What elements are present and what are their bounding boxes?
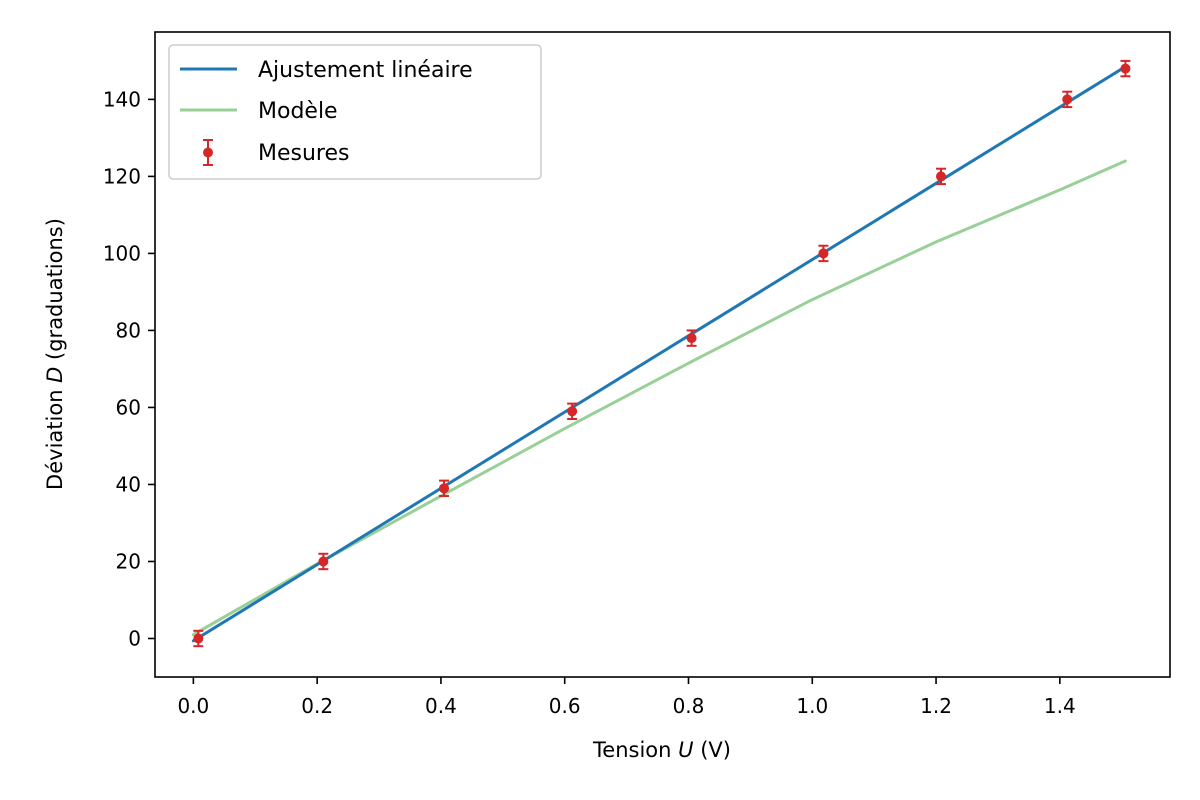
x-tick-label: 0.8 (673, 694, 705, 718)
y-axis-title: Déviation D (graduations) (43, 218, 67, 490)
x-axis-title: Tension U (V) (592, 738, 731, 762)
x-axis: 0.0 0.2 0.4 0.6 0.8 1.0 1.2 1.4 (177, 677, 1076, 718)
legend-label-measures: Mesures (258, 141, 349, 166)
legend-box (168, 44, 542, 180)
y-tick-label: 60 (116, 395, 141, 419)
y-tick-label: 140 (103, 87, 141, 111)
data-point-marker (1120, 63, 1131, 74)
x-axis-title-symbol: U (678, 738, 693, 762)
y-axis: 0 20 40 60 80 100 120 140 (103, 87, 155, 650)
measurement-point (567, 402, 578, 420)
plot-frame (154, 31, 1171, 678)
series-line-fit (191, 65, 1127, 643)
y-axis-title-prefix: Déviation (43, 383, 67, 490)
data-point-marker (686, 333, 697, 344)
data-point-marker (936, 171, 947, 182)
y-axis-title-symbol: D (43, 367, 67, 383)
legend-label-fit: Ajustement linéaire (258, 58, 473, 83)
measurement-point (1062, 90, 1073, 109)
measurement-point (1120, 59, 1131, 78)
legend-label-model: Modèle (258, 99, 338, 124)
x-tick-label: 1.0 (796, 694, 828, 718)
y-tick-label: 40 (116, 472, 141, 496)
series-layer (191, 59, 1131, 648)
data-point-marker (1062, 94, 1073, 105)
measurement-point (318, 552, 329, 571)
x-axis-title-prefix: Tension (592, 738, 678, 762)
data-point-marker (439, 483, 450, 494)
x-axis-title-suffix: (V) (694, 738, 731, 762)
measurement-point (439, 479, 450, 498)
x-tick-label: 1.2 (920, 694, 952, 718)
x-tick-label: 0.0 (177, 694, 209, 718)
data-point-marker (193, 633, 204, 644)
y-tick-label: 0 (128, 626, 141, 650)
legend-marker-measures (203, 139, 213, 166)
measurement-point (193, 629, 204, 648)
x-tick-label: 1.4 (1044, 694, 1076, 718)
x-tick-label: 0.4 (425, 694, 457, 718)
measurement-point (936, 167, 947, 186)
y-tick-label: 20 (116, 549, 141, 573)
y-tick-label: 80 (116, 318, 141, 342)
series-line-model (191, 159, 1127, 637)
data-point-marker (318, 556, 329, 567)
measurement-point (686, 329, 697, 347)
measurement-point (818, 244, 829, 263)
y-axis-title-suffix: (graduations) (43, 218, 67, 367)
x-tick-label: 0.6 (549, 694, 581, 718)
y-tick-label: 100 (103, 241, 141, 265)
x-tick-label: 0.2 (301, 694, 333, 718)
data-point-marker (567, 406, 578, 417)
data-point-marker (818, 248, 829, 259)
legend-marker-point (203, 147, 213, 158)
legend: Ajustement linéaire Modèle Mesures (168, 44, 542, 180)
y-tick-label: 120 (103, 164, 141, 188)
